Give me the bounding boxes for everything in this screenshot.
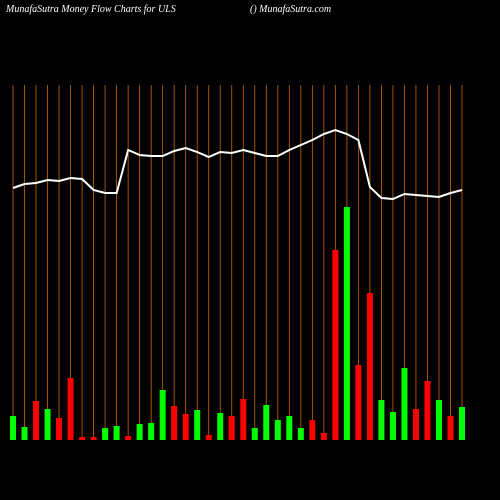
bar (412, 409, 419, 440)
bar (79, 437, 86, 440)
bar (320, 433, 327, 440)
bar (136, 424, 143, 440)
bar (274, 420, 281, 440)
money-flow-line (12, 128, 463, 201)
bar (159, 390, 166, 440)
bar (355, 365, 362, 440)
bar (447, 416, 454, 440)
bar (263, 405, 270, 440)
bar (378, 400, 385, 440)
bar (44, 409, 51, 440)
bar (286, 416, 293, 440)
bar (90, 437, 97, 440)
bar (332, 250, 339, 440)
bar (67, 378, 74, 440)
bar (366, 293, 373, 440)
bar (217, 413, 224, 440)
bar (401, 368, 408, 440)
bar (194, 410, 201, 440)
bar (251, 428, 258, 440)
bar (343, 207, 350, 440)
bar (309, 420, 316, 440)
bar (182, 414, 189, 440)
bar (228, 416, 235, 440)
bar (424, 381, 431, 440)
bar (148, 423, 155, 440)
bar (113, 426, 120, 440)
bar (21, 427, 28, 440)
bar (10, 416, 16, 440)
bar (102, 428, 109, 440)
bar (297, 428, 304, 440)
bar (205, 435, 212, 440)
chart-subtitle: () MunafaSutra.com (250, 4, 331, 15)
bar (389, 412, 396, 440)
bar (171, 406, 178, 440)
bar (240, 399, 247, 440)
bar (459, 407, 465, 440)
bar (125, 436, 132, 440)
bar (435, 400, 442, 440)
bar (33, 401, 40, 440)
chart-title: MunafaSutra Money Flow Charts for ULS (5, 4, 176, 15)
bar (56, 418, 63, 440)
